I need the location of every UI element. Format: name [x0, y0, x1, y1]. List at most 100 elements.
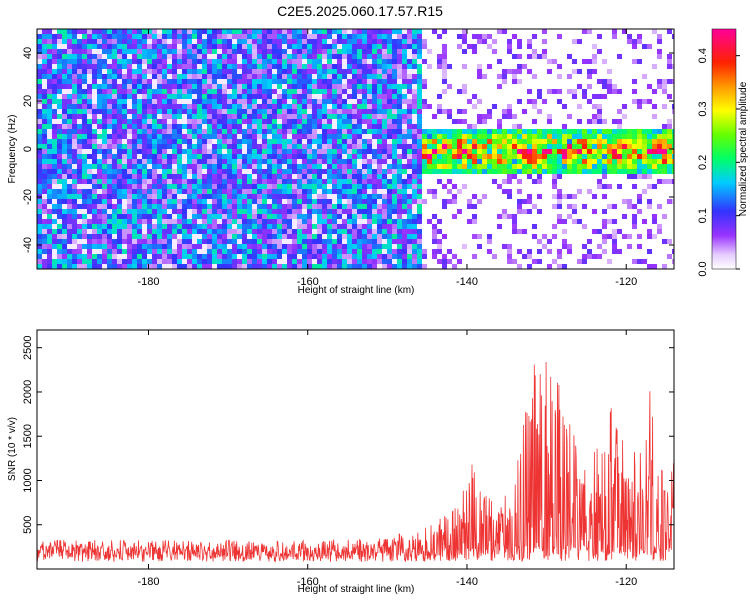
heatmap-cell — [232, 124, 237, 129]
heatmap-cell — [602, 159, 607, 164]
heatmap-cell — [127, 69, 132, 74]
heatmap-cell — [62, 129, 67, 134]
heatmap-cell — [127, 124, 132, 129]
heatmap-cell — [167, 104, 172, 109]
heatmap-cell — [252, 94, 257, 99]
heatmap-cell — [642, 149, 647, 154]
heatmap-cell — [642, 129, 647, 134]
heatmap-cell — [87, 84, 92, 89]
heatmap-cell — [187, 129, 192, 134]
heatmap-cell — [452, 134, 457, 139]
heatmap-cell — [257, 214, 262, 219]
heatmap-cell — [277, 29, 282, 34]
heatmap-cell — [397, 194, 402, 199]
heatmap-cell — [477, 99, 482, 104]
heatmap-cell — [147, 114, 152, 119]
heatmap-cell — [347, 209, 352, 214]
heatmap-cell — [197, 229, 202, 234]
heatmap-cell — [382, 79, 387, 84]
heatmap-cell — [392, 94, 397, 99]
heatmap-cell — [182, 34, 187, 39]
heatmap-cell — [377, 79, 382, 84]
heatmap-cell — [547, 69, 552, 74]
heatmap-cell — [342, 74, 347, 79]
heatmap-cell — [92, 134, 97, 139]
heatmap-cell — [52, 94, 57, 99]
heatmap-cell — [42, 204, 47, 209]
heatmap-cell — [337, 54, 342, 59]
heatmap-cell — [202, 149, 207, 154]
heatmap-cell — [177, 159, 182, 164]
heatmap-cell — [162, 234, 167, 239]
heatmap-cell — [342, 154, 347, 159]
heatmap-cell — [237, 134, 242, 139]
heatmap-cell — [147, 34, 152, 39]
heatmap-cell — [42, 174, 47, 179]
heatmap-cell — [122, 174, 127, 179]
heatmap-cell — [302, 149, 307, 154]
heatmap-cell — [192, 234, 197, 239]
heatmap-cell — [162, 154, 167, 159]
heatmap-cell — [317, 119, 322, 124]
heatmap-cell — [507, 109, 512, 114]
heatmap-cell — [137, 194, 142, 199]
heatmap-cell — [112, 219, 117, 224]
heatmap-cell — [327, 194, 332, 199]
heatmap-cell — [187, 144, 192, 149]
heatmap-cell — [227, 149, 232, 154]
heatmap-cell — [227, 209, 232, 214]
heatmap-cell — [657, 164, 662, 169]
heatmap-cell — [287, 69, 292, 74]
heatmap-cell — [352, 44, 357, 49]
heatmap-cell — [357, 34, 362, 39]
heatmap-cell — [597, 94, 602, 99]
heatmap-cell — [442, 79, 447, 84]
heatmap-cell — [167, 204, 172, 209]
heatmap-cell — [87, 164, 92, 169]
heatmap-cell — [217, 224, 222, 229]
heatmap-cell — [172, 174, 177, 179]
heatmap-cell — [222, 259, 227, 264]
heatmap-cell — [132, 239, 137, 244]
heatmap-cell — [257, 174, 262, 179]
heatmap-cell — [527, 264, 532, 269]
heatmap-cell — [652, 144, 657, 149]
heatmap-cell — [317, 64, 322, 69]
heatmap-cell — [572, 39, 577, 44]
heatmap-cell — [407, 129, 412, 134]
heatmap-cell — [197, 149, 202, 154]
heatmap-cell — [442, 129, 447, 134]
heatmap-cell — [372, 64, 377, 69]
heatmap-cell — [387, 214, 392, 219]
heatmap-cell — [232, 179, 237, 184]
heatmap-cell — [292, 79, 297, 84]
heatmap-cell — [517, 149, 522, 154]
heatmap-cell — [362, 184, 367, 189]
heatmap-cell — [47, 254, 52, 259]
heatmap-cell — [277, 74, 282, 79]
heatmap-cell — [67, 64, 72, 69]
heatmap-cell — [137, 214, 142, 219]
heatmap-cell — [147, 144, 152, 149]
heatmap-cell — [377, 104, 382, 109]
heatmap-cell — [377, 174, 382, 179]
heatmap-cell — [402, 129, 407, 134]
heatmap-cell — [37, 199, 42, 204]
heatmap-cell — [512, 54, 517, 59]
heatmap-cell — [67, 149, 72, 154]
heatmap-cell — [77, 69, 82, 74]
heatmap-cell — [62, 89, 67, 94]
heatmap-cell — [582, 259, 587, 264]
heatmap-cell — [92, 249, 97, 254]
heatmap-cell — [607, 149, 612, 154]
heatmap-cell — [462, 34, 467, 39]
heatmap-cell — [407, 59, 412, 64]
heatmap-cell — [142, 159, 147, 164]
heatmap-cell — [247, 239, 252, 244]
heatmap-cell — [192, 224, 197, 229]
heatmap-cell — [212, 264, 217, 269]
heatmap-cell — [322, 244, 327, 249]
heatmap-cell — [167, 44, 172, 49]
heatmap-cell — [662, 144, 667, 149]
colorbar-tick-label: 0.0 — [697, 261, 709, 276]
